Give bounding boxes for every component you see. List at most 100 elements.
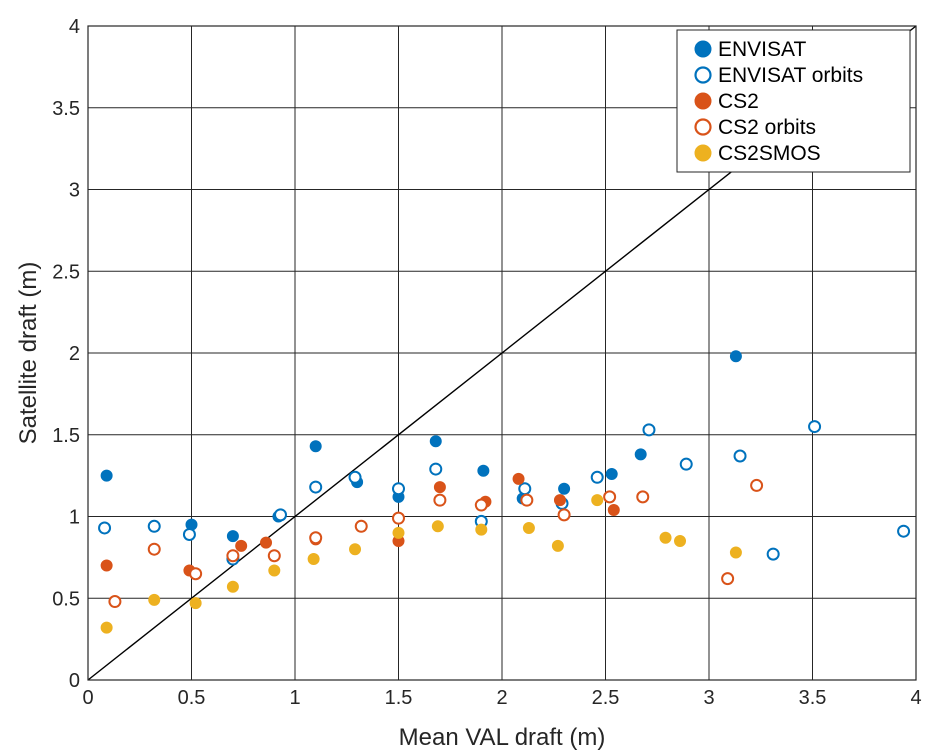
x-tick-label: 1 (289, 687, 300, 709)
point-cs2 (260, 536, 273, 549)
y-tick-label: 3.5 (52, 98, 80, 120)
point-cs2smos (148, 593, 161, 606)
x-tick-label: 2.5 (592, 687, 620, 709)
point-envisat (100, 469, 113, 482)
x-tick-labels: 0 0.5 1 1.5 2 2.5 3 3.5 4 (82, 687, 921, 709)
y-tick-label: 1.5 (52, 425, 80, 447)
point-envisat-orbits (590, 470, 604, 484)
point-cs2smos (307, 553, 320, 566)
point-cs2smos (100, 621, 113, 634)
legend-label-cs2: CS2 (718, 90, 759, 113)
point-cs2-orbits (309, 531, 323, 545)
x-tick-label: 1.5 (385, 687, 413, 709)
legend-label-envisat: ENVISAT (718, 38, 806, 61)
point-envisat (477, 464, 490, 477)
y-tick-label: 1 (69, 507, 80, 529)
point-cs2smos (431, 520, 444, 533)
y-tick-label: 2 (69, 343, 80, 365)
point-cs2 (512, 472, 525, 485)
point-envisat-orbits (518, 482, 532, 496)
y-tick-label: 0 (69, 670, 80, 692)
point-envisat-orbits (766, 547, 780, 561)
point-cs2-orbits (636, 490, 650, 504)
point-envisat (558, 482, 571, 495)
point-cs2-orbits (147, 542, 161, 556)
y-tick-label: 2.5 (52, 261, 80, 283)
point-envisat-orbits (182, 527, 196, 541)
y-tick-label: 3 (69, 180, 80, 202)
x-tick-label: 3.5 (799, 687, 827, 709)
point-cs2 (100, 559, 113, 572)
point-envisat (605, 467, 618, 480)
x-tick-label: 4 (910, 687, 921, 709)
point-envisat-orbits (392, 482, 405, 496)
x-axis-label: Mean VAL draft (m) (399, 724, 606, 751)
point-envisat (226, 530, 239, 543)
point-envisat-orbits (309, 480, 323, 494)
plot-frame (87, 25, 917, 681)
point-cs2smos (189, 597, 202, 610)
legend-box (676, 29, 911, 173)
y-tick-label: 4 (69, 16, 80, 38)
legend-marker-envisat (694, 40, 712, 58)
x-tick-label: 2 (496, 687, 507, 709)
point-cs2-orbits (603, 490, 617, 504)
point-cs2smos (475, 523, 488, 536)
point-cs2smos (674, 535, 687, 548)
legend-label-cs2-orbits: CS2 orbits (718, 116, 816, 139)
point-envisat-orbits (98, 521, 112, 535)
point-envisat-orbits (147, 519, 161, 533)
point-cs2smos (349, 543, 362, 556)
point-envisat (309, 440, 322, 453)
point-cs2-orbits (392, 511, 405, 525)
point-envisat (634, 448, 647, 461)
point-envisat (729, 350, 742, 363)
point-cs2 (607, 503, 620, 516)
legend-marker-cs2smos (694, 144, 712, 162)
point-cs2 (235, 539, 248, 552)
point-cs2 (553, 494, 566, 507)
point-envisat-orbits (733, 449, 747, 463)
point-envisat-orbits (897, 524, 911, 538)
legend-label-envisat-orbits: ENVISAT orbits (718, 64, 863, 87)
point-cs2-orbits (189, 567, 203, 581)
point-cs2-orbits (474, 498, 488, 512)
point-cs2 (433, 481, 446, 494)
point-cs2smos (591, 494, 604, 507)
legend-marker-cs2 (694, 92, 712, 110)
point-envisat (429, 435, 442, 448)
y-axis-label: Satellite draft (m) (15, 262, 42, 445)
x-tick-label: 0.5 (178, 687, 206, 709)
point-cs2-orbits (267, 549, 281, 563)
point-cs2-orbits (557, 508, 571, 522)
point-cs2-orbits (108, 595, 122, 609)
legend-label-cs2smos: CS2SMOS (718, 142, 821, 165)
x-tick-label: 3 (703, 687, 714, 709)
legend-marker-cs2-orbits (694, 118, 712, 136)
legend: ENVISAT ENVISAT orbits CS2 CS2 orbits CS2SMO… (676, 29, 911, 173)
point-envisat-orbits (274, 508, 288, 522)
point-cs2smos (729, 546, 742, 559)
data-points (98, 350, 911, 634)
point-cs2smos (551, 539, 564, 552)
point-cs2smos (268, 564, 281, 577)
x-tick-label: 0 (82, 687, 93, 709)
legend-marker-envisat-orbits (694, 66, 712, 84)
point-cs2-orbits (750, 478, 764, 492)
point-envisat-orbits (808, 420, 822, 434)
y-tick-label: 0.5 (52, 588, 80, 610)
point-cs2smos (659, 531, 672, 544)
point-envisat-orbits (642, 423, 656, 437)
point-cs2-orbits (226, 549, 240, 563)
point-envisat-orbits (679, 457, 693, 471)
point-cs2smos (522, 521, 535, 534)
point-cs2smos (392, 526, 405, 539)
point-cs2-orbits (520, 493, 534, 507)
point-cs2-orbits (721, 572, 735, 586)
point-cs2-orbits (433, 493, 447, 507)
point-envisat-orbits (429, 462, 443, 476)
point-cs2-orbits (354, 519, 368, 533)
point-cs2smos (226, 580, 239, 593)
y-tick-labels: 0 0.5 1 1.5 2 2.5 3 3.5 4 (52, 16, 80, 692)
